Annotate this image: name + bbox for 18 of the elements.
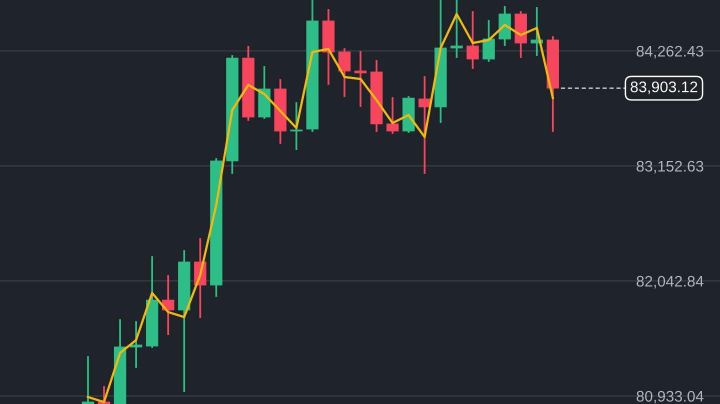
y-tick-label: 83,152.63 [636,160,704,174]
candlestick [82,356,94,404]
candlestick [162,275,174,335]
ref-line-label: 83,903.12 [630,81,698,94]
candlestick [530,7,543,56]
candlestick [466,11,479,69]
y-tick-label: 80,933.04 [636,390,704,404]
candlestick [450,0,463,58]
y-tick-label: 82,042.84 [636,276,704,288]
candlestick [130,321,142,368]
candlestick [418,76,431,174]
candlestick [338,48,351,97]
candlestick [354,51,367,107]
candlestick [386,97,399,134]
candlestick [482,20,495,62]
candlestick [290,102,303,150]
y-tick-label: 84,262.43 [636,46,704,58]
line-series [86,12,554,404]
